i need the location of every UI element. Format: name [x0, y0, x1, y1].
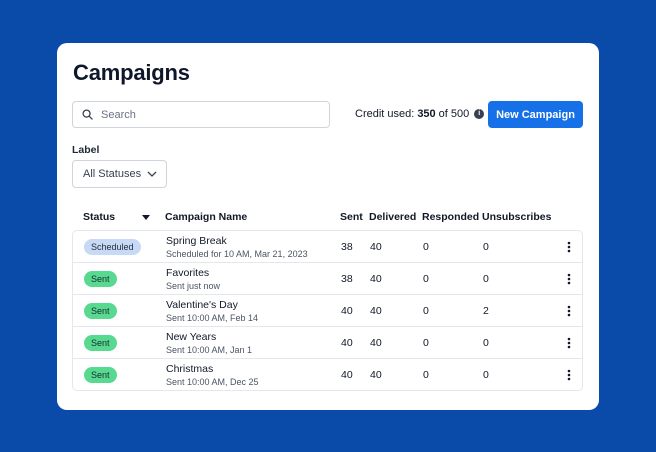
- status-badge: Scheduled: [84, 239, 141, 255]
- table-row[interactable]: Sent Valentine's Day Sent 10:00 AM, Feb …: [73, 295, 582, 327]
- credit-prefix: Credit used:: [355, 108, 415, 120]
- campaign-subtitle: Sent 10:00 AM, Jan 1: [166, 345, 253, 355]
- header-sent[interactable]: Sent: [340, 211, 363, 223]
- search-icon: [82, 109, 93, 120]
- delivered-count: 40: [370, 305, 382, 317]
- campaigns-table: Scheduled Spring Break Scheduled for 10 …: [72, 230, 583, 391]
- more-vertical-icon[interactable]: [567, 241, 571, 253]
- more-vertical-icon[interactable]: [567, 337, 571, 349]
- campaign-name: Favorites: [166, 267, 210, 279]
- delivered-count: 40: [370, 241, 382, 253]
- header-delivered[interactable]: Delivered: [369, 211, 417, 223]
- status-badge: Sent: [84, 335, 117, 351]
- unsubscribes-count: 0: [483, 337, 489, 349]
- header-status[interactable]: Status: [83, 211, 116, 223]
- responded-count: 0: [423, 241, 429, 253]
- unsubscribes-count: 2: [483, 305, 489, 317]
- status-badge: Sent: [84, 271, 117, 287]
- header-responded[interactable]: Responded: [422, 211, 480, 223]
- responded-count: 0: [423, 337, 429, 349]
- sort-down-icon[interactable]: [142, 215, 150, 220]
- label-heading: Label: [72, 144, 100, 156]
- table-header: Status Campaign Name Sent Delivered Resp…: [72, 203, 583, 231]
- status-badge: Sent: [84, 303, 117, 319]
- table-row[interactable]: Sent New Years Sent 10:00 AM, Jan 1 40 4…: [73, 327, 582, 359]
- sent-count: 40: [341, 369, 353, 381]
- more-vertical-icon[interactable]: [567, 273, 571, 285]
- sent-count: 38: [341, 241, 353, 253]
- unsubscribes-count: 0: [483, 241, 489, 253]
- search-input[interactable]: [101, 108, 301, 121]
- unsubscribes-count: 0: [483, 369, 489, 381]
- search-box[interactable]: [72, 101, 330, 128]
- more-vertical-icon[interactable]: [567, 369, 571, 381]
- table-row[interactable]: Sent Christmas Sent 10:00 AM, Dec 25 40 …: [73, 359, 582, 390]
- delivered-count: 40: [370, 369, 382, 381]
- delivered-count: 40: [370, 337, 382, 349]
- responded-count: 0: [423, 273, 429, 285]
- credit-suffix: of 500: [438, 108, 470, 120]
- unsubscribes-count: 0: [483, 273, 489, 285]
- header-campaign-name[interactable]: Campaign Name: [165, 211, 248, 223]
- new-campaign-button[interactable]: New Campaign: [488, 101, 583, 128]
- campaign-name: Spring Break: [166, 235, 227, 247]
- table-row[interactable]: Scheduled Spring Break Scheduled for 10 …: [73, 231, 582, 263]
- campaign-name: Christmas: [166, 363, 214, 375]
- campaigns-card: Campaigns Credit used: 350 of 500 i New …: [57, 43, 599, 410]
- chevron-down-icon: [147, 171, 157, 177]
- header-unsubscribes[interactable]: Unsubscribes: [482, 211, 552, 223]
- campaign-name: Valentine's Day: [166, 299, 238, 311]
- status-filter-value: All Statuses: [83, 168, 142, 180]
- table-row[interactable]: Sent Favorites Sent just now 38 40 0 0: [73, 263, 582, 295]
- responded-count: 0: [423, 369, 429, 381]
- campaign-subtitle: Sent just now: [166, 281, 221, 291]
- delivered-count: 40: [370, 273, 382, 285]
- credit-usage: Credit used: 350 of 500 i: [355, 108, 485, 120]
- sent-count: 38: [341, 273, 353, 285]
- sent-count: 40: [341, 305, 353, 317]
- status-badge: Sent: [84, 367, 117, 383]
- sent-count: 40: [341, 337, 353, 349]
- credit-used: 350: [417, 108, 436, 120]
- page-title: Campaigns: [73, 60, 190, 85]
- status-filter-dropdown[interactable]: All Statuses: [72, 160, 167, 188]
- responded-count: 0: [423, 305, 429, 317]
- campaign-subtitle: Sent 10:00 AM, Dec 25: [166, 377, 259, 387]
- info-icon[interactable]: i: [474, 109, 485, 119]
- campaign-subtitle: Sent 10:00 AM, Feb 14: [166, 313, 259, 323]
- campaign-subtitle: Scheduled for 10 AM, Mar 21, 2023: [166, 249, 308, 259]
- campaign-name: New Years: [166, 331, 217, 343]
- more-vertical-icon[interactable]: [567, 305, 571, 317]
